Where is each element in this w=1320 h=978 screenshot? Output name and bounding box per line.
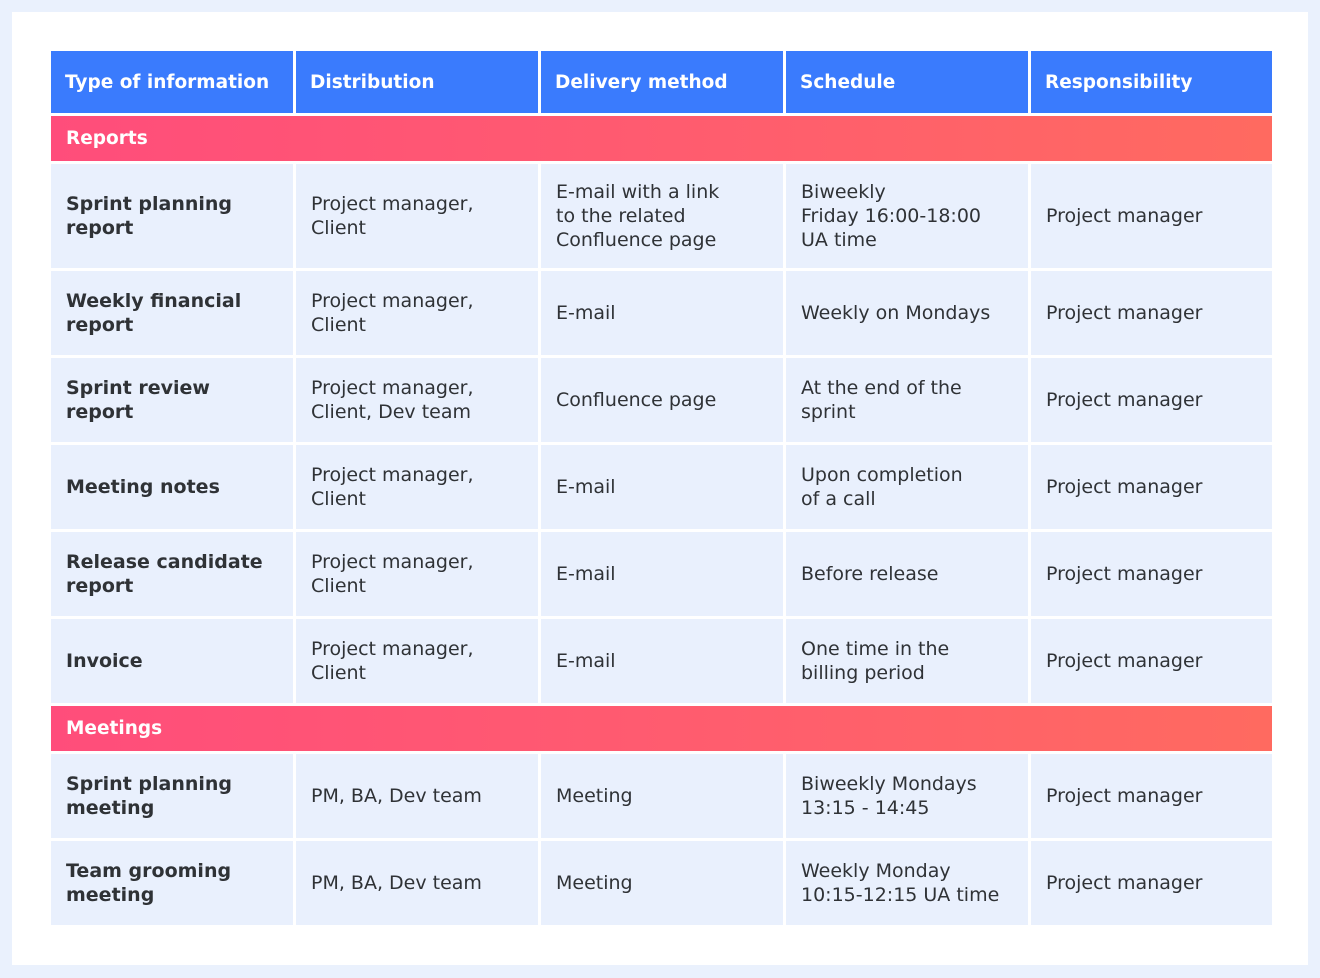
table-cell-delivery: Meeting: [541, 841, 783, 925]
section-title-reports: Reports: [51, 116, 1272, 161]
header-schedule: Schedule: [786, 51, 1028, 113]
table-cell-schedule: Weekly on Mondays: [786, 271, 1028, 355]
table-cell-schedule: Upon completion of a call: [786, 445, 1028, 529]
table-cell-distribution: Project manager, Client, Dev team: [296, 358, 538, 442]
table-cell-type: Sprint planning report: [51, 164, 293, 268]
table-cell-type: Sprint review report: [51, 358, 293, 442]
table-cell-schedule: Biweekly Mondays 13:15 - 14:45: [786, 754, 1028, 838]
header-responsibility: Responsibility: [1031, 51, 1272, 113]
table-cell-responsibility: Project manager: [1031, 619, 1272, 703]
table-cell-type: Release candidate report: [51, 532, 293, 616]
table-cell-delivery: E-mail: [541, 532, 783, 616]
table-cell-responsibility: Project manager: [1031, 358, 1272, 442]
table-cell-delivery: Meeting: [541, 754, 783, 838]
table-cell-delivery: E-mail: [541, 445, 783, 529]
header-type-of-information: Type of information: [51, 51, 293, 113]
table-cell-distribution: Project manager, Client: [296, 445, 538, 529]
header-distribution: Distribution: [296, 51, 538, 113]
table-cell-schedule: Before release: [786, 532, 1028, 616]
table-cell-type: Meeting notes: [51, 445, 293, 529]
table-cell-delivery: E-mail with a link to the related Conflu…: [541, 164, 783, 268]
table-cell-schedule: Weekly Monday 10:15-12:15 UA time: [786, 841, 1028, 925]
table-cell-type: Sprint planning meeting: [51, 754, 293, 838]
table-cell-responsibility: Project manager: [1031, 271, 1272, 355]
table-cell-responsibility: Project manager: [1031, 841, 1272, 925]
table-cell-distribution: PM, BA, Dev team: [296, 754, 538, 838]
table-cell-distribution: Project manager, Client: [296, 532, 538, 616]
table-cell-schedule: At the end of the sprint: [786, 358, 1028, 442]
table-cell-type: Invoice: [51, 619, 293, 703]
header-delivery-method: Delivery method: [541, 51, 783, 113]
table-cell-distribution: Project manager, Client: [296, 164, 538, 268]
table-cell-schedule: Biweekly Friday 16:00-18:00 UA time: [786, 164, 1028, 268]
table-cell-distribution: PM, BA, Dev team: [296, 841, 538, 925]
table-cell-schedule: One time in the billing period: [786, 619, 1028, 703]
table-cell-delivery: Confluence page: [541, 358, 783, 442]
table-cell-distribution: Project manager, Client: [296, 271, 538, 355]
table-cell-delivery: E-mail: [541, 619, 783, 703]
communication-table: Type of information Distribution Deliver…: [51, 51, 1272, 925]
table-cell-responsibility: Project manager: [1031, 532, 1272, 616]
table-cell-distribution: Project manager, Client: [296, 619, 538, 703]
section-title-meetings: Meetings: [51, 706, 1272, 751]
table-cell-responsibility: Project manager: [1031, 445, 1272, 529]
table-cell-responsibility: Project manager: [1031, 754, 1272, 838]
table-cell-responsibility: Project manager: [1031, 164, 1272, 268]
table-cell-type: Team grooming meeting: [51, 841, 293, 925]
table-cell-delivery: E-mail: [541, 271, 783, 355]
table-cell-type: Weekly financial report: [51, 271, 293, 355]
